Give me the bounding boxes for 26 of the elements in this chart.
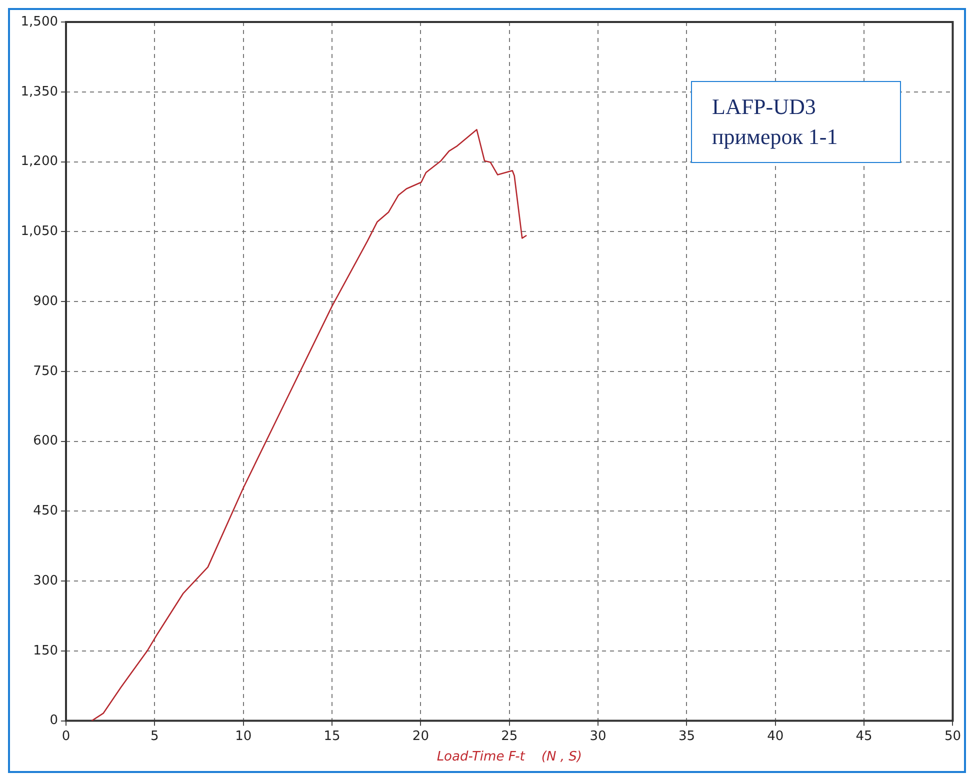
x-tick-label: 10 [235,728,252,744]
y-tick-label: 150 [33,643,58,658]
y-tick-label: 1,500 [20,14,58,30]
y-tick-label: 900 [33,294,58,309]
x-tick-label: 20 [412,728,429,744]
y-tick-label: 0 [50,713,58,728]
x-tick-label: 5 [150,728,159,744]
x-tick-label: 35 [678,728,695,744]
x-tick-label: 30 [590,728,606,744]
y-tick-label: 1,350 [20,84,58,100]
x-tick-label: 0 [62,728,70,744]
x-tick-label: 15 [324,728,340,744]
y-tick-label: 750 [33,364,58,379]
x-tick-label: 45 [856,728,872,744]
x-tick-label: 50 [944,728,961,744]
x-tick-label: 40 [767,728,784,744]
y-tick-label: 1,200 [20,154,58,170]
y-tick-label: 450 [33,504,58,519]
annotation: примерок 1-1 [712,123,839,151]
text-box: LAFP-UD3 примерок 1-1 [691,81,901,163]
y-tick-label: 1,050 [20,224,58,240]
y-tick-label: 300 [33,573,58,588]
annotation: LAFP-UD3 [712,93,817,121]
y-tick-label: 600 [33,434,58,449]
x-tick-label: 25 [501,728,518,744]
x-axis-title: Load-Time F-t (N , S) [436,750,582,765]
